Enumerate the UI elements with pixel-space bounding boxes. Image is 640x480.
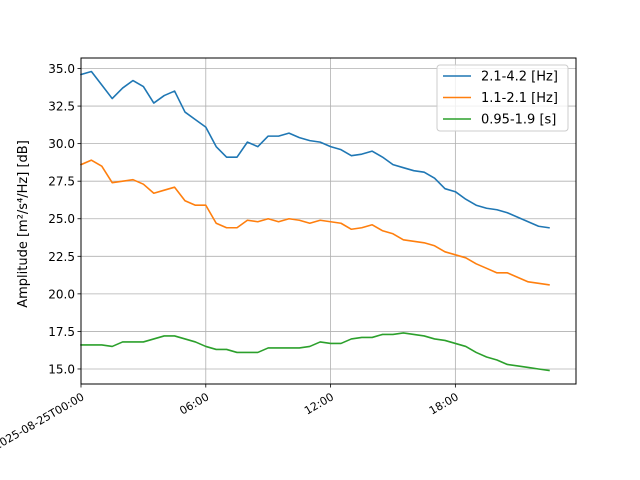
y-tick-label: 27.5 [48, 175, 75, 189]
y-tick-label: 22.5 [48, 250, 75, 264]
y-tick-label: 35.0 [48, 62, 75, 76]
y-tick-label: 32.5 [48, 100, 75, 114]
y-axis-label: Amplitude [m²/s⁴/Hz] [dB] [16, 140, 31, 308]
legend-box [436, 64, 569, 132]
series-line-2 [79, 159, 550, 286]
x-tick-label: 06:00 [177, 390, 211, 417]
legend-label: 0.95-1.9 [s] [481, 113, 556, 128]
legend: 2.1-4.2 [Hz] 1.1-2.1 [Hz] 0.95-1.9 [s] [436, 64, 569, 132]
x-tick-label: 2025-08-25T00:00 [0, 390, 87, 452]
legend-label: 2.1-4.2 [Hz] [481, 70, 558, 85]
plot-area [80, 57, 577, 385]
series-line-1 [80, 70, 550, 229]
series-lines [79, 70, 550, 372]
y-tick-label: 15.0 [48, 362, 75, 376]
x-tick-label: 12:00 [302, 390, 336, 417]
y-tick-label: 17.5 [48, 325, 75, 339]
x-axis: 2025-08-25T00:00 06:00 12:00 18:00 [0, 384, 461, 453]
y-tick-label: 20.0 [48, 287, 75, 301]
grid-lines [80, 58, 576, 384]
series-line-3 [80, 332, 550, 372]
y-tick-label: 25.0 [48, 212, 75, 226]
y-tick-label: 30.0 [48, 137, 75, 151]
x-tick-label: 18:00 [427, 390, 461, 417]
legend-label: 1.1-2.1 [Hz] [481, 91, 558, 106]
y-axis: 15.0 17.5 20.0 22.5 25.0 27.5 30.0 32.5 35.0 [48, 62, 81, 376]
